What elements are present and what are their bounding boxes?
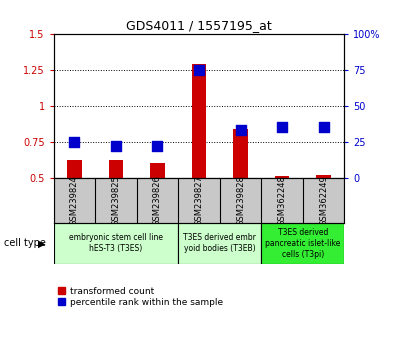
Text: GSM362248: GSM362248 bbox=[277, 175, 287, 226]
Bar bbox=[275, 176, 289, 178]
Text: GSM239826: GSM239826 bbox=[153, 175, 162, 226]
Point bbox=[196, 67, 202, 73]
Text: ▶: ▶ bbox=[38, 238, 45, 249]
Legend: transformed count, percentile rank within the sample: transformed count, percentile rank withi… bbox=[58, 287, 223, 307]
Text: embryonic stem cell line
hES-T3 (T3ES): embryonic stem cell line hES-T3 (T3ES) bbox=[69, 233, 163, 253]
Bar bbox=[233, 129, 248, 178]
Text: GSM239827: GSM239827 bbox=[195, 175, 203, 226]
Point bbox=[154, 143, 161, 149]
Point bbox=[237, 127, 244, 133]
Point bbox=[113, 143, 119, 149]
Text: T3ES derived
pancreatic islet-like
cells (T3pi): T3ES derived pancreatic islet-like cells… bbox=[265, 228, 340, 259]
Text: T3ES derived embr
yoid bodies (T3EB): T3ES derived embr yoid bodies (T3EB) bbox=[183, 233, 256, 253]
Bar bbox=[67, 160, 82, 178]
Bar bbox=[261, 223, 344, 264]
Bar bbox=[109, 160, 123, 178]
Point bbox=[71, 139, 78, 144]
Text: GSM239824: GSM239824 bbox=[70, 175, 79, 226]
Text: GSM362249: GSM362249 bbox=[319, 175, 328, 226]
Point bbox=[279, 125, 285, 130]
Bar bbox=[178, 223, 261, 264]
Text: GSM239825: GSM239825 bbox=[111, 175, 121, 226]
Point bbox=[320, 125, 327, 130]
Bar bbox=[54, 223, 178, 264]
Text: GSM239828: GSM239828 bbox=[236, 175, 245, 226]
Title: GDS4011 / 1557195_at: GDS4011 / 1557195_at bbox=[126, 19, 272, 33]
Bar bbox=[192, 64, 206, 178]
Text: cell type: cell type bbox=[4, 238, 46, 249]
Bar bbox=[150, 163, 165, 178]
Bar bbox=[316, 175, 331, 178]
